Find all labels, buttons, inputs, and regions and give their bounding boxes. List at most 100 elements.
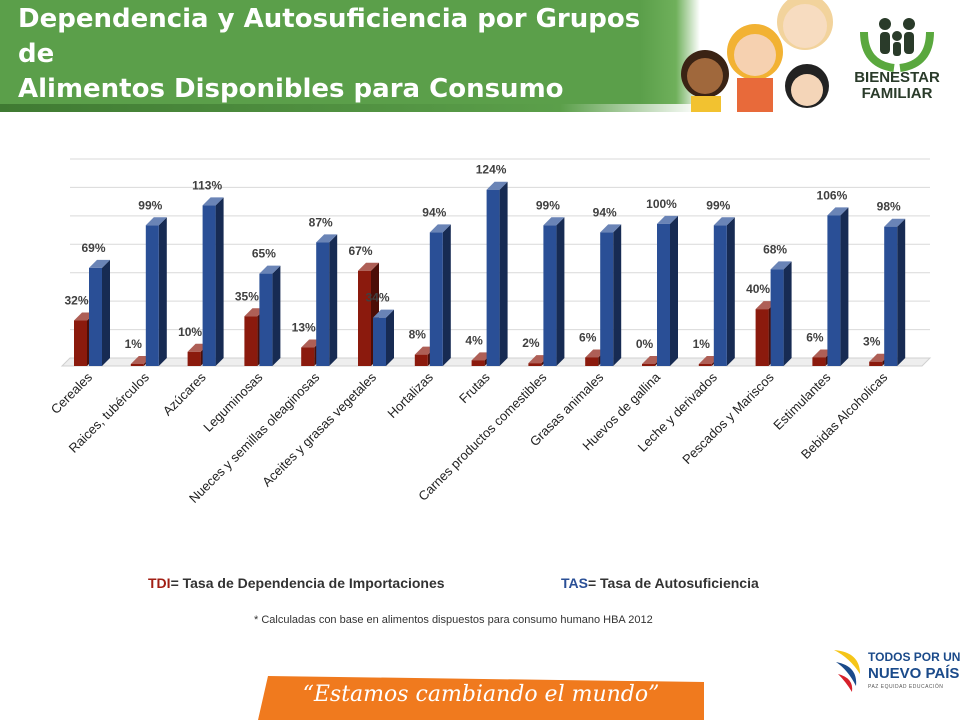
data-label-tas: 99% bbox=[706, 198, 730, 212]
bar-tas-side bbox=[783, 261, 792, 366]
data-label-tdi: 35% bbox=[235, 289, 259, 303]
data-label-tdi: 2% bbox=[522, 336, 540, 350]
bar-tdi-front bbox=[130, 364, 144, 366]
bar-tas-front bbox=[145, 225, 159, 366]
bar-tas-front bbox=[600, 232, 614, 366]
title-line-2: Alimentos Disponibles para Consumo Human… bbox=[18, 74, 564, 139]
data-label-tdi: 10% bbox=[178, 325, 202, 339]
bar-tdi-front bbox=[755, 309, 769, 366]
bar-tdi-front bbox=[74, 320, 87, 366]
colombia-flag-swoosh-icon bbox=[834, 650, 860, 692]
data-label-tdi: 6% bbox=[806, 330, 824, 344]
data-label-tdi: 1% bbox=[125, 337, 143, 351]
bar-tdi-top bbox=[358, 262, 379, 271]
data-label-tdi: 6% bbox=[579, 330, 597, 344]
data-label-tdi: 4% bbox=[465, 333, 483, 347]
page-title: Dependencia y Autosuficiencia por Grupos… bbox=[18, 2, 658, 177]
bar-tas-front bbox=[89, 267, 102, 366]
bar-tas bbox=[202, 197, 224, 366]
bar-tas-top bbox=[884, 218, 906, 227]
bar-tas bbox=[713, 217, 735, 366]
data-label-tas: 69% bbox=[81, 241, 105, 255]
bar-tdi-front bbox=[642, 364, 655, 366]
gov-logo-line-3: PAZ EQUIDAD EDUCACIÓN bbox=[868, 684, 944, 690]
bar-tdi-front bbox=[358, 270, 371, 366]
bar-tas-top bbox=[543, 217, 565, 226]
bar-tas-side bbox=[670, 215, 678, 366]
data-label-tas: 99% bbox=[536, 198, 560, 212]
data-label-tas: 98% bbox=[877, 200, 901, 214]
bar-tas-side bbox=[215, 197, 224, 366]
bar-tas-top bbox=[770, 261, 792, 270]
bar-tdi-front bbox=[698, 364, 712, 366]
bar-tas-top bbox=[429, 224, 451, 233]
data-label-tas: 99% bbox=[138, 198, 162, 212]
bar-tdi-front bbox=[585, 357, 599, 366]
bar-tdi-front bbox=[187, 351, 201, 366]
category-label: Azúcares bbox=[160, 369, 209, 418]
bar-tas-front bbox=[657, 223, 670, 366]
bar-tas-top bbox=[259, 265, 281, 274]
bar-tas-top bbox=[657, 215, 678, 224]
data-label-tdi: 40% bbox=[746, 282, 770, 296]
legend-tdi-text: = Tasa de Dependencia de Importaciones bbox=[170, 575, 445, 591]
bar-tas bbox=[429, 224, 451, 366]
category-label: Estimulantes bbox=[770, 369, 834, 433]
data-label-tas: 100% bbox=[646, 197, 677, 211]
title-line-1: Dependencia y Autosuficiencia por Grupos… bbox=[18, 4, 641, 69]
category-label: Hortalizas bbox=[384, 369, 436, 421]
bar-tas-front bbox=[770, 269, 784, 366]
children-illustration bbox=[681, 0, 833, 112]
family-hands-icon bbox=[860, 18, 934, 72]
category-label: Frutas bbox=[456, 369, 493, 406]
bar-tas-front bbox=[486, 189, 500, 366]
bar-tas bbox=[543, 217, 565, 366]
bar-tas-front bbox=[202, 205, 216, 366]
bar-tas-side bbox=[102, 259, 110, 366]
bar-tas bbox=[89, 259, 110, 366]
bar-tas-front bbox=[429, 232, 443, 366]
gov-logo-line-1: TODOS POR UN bbox=[868, 650, 960, 664]
data-label-tas: 65% bbox=[252, 247, 276, 261]
bar-tas-side bbox=[726, 217, 735, 366]
todos-por-un-nuevo-pais-logo: TODOS POR UN NUEVO PAÍS PAZ EQUIDAD EDUC… bbox=[830, 644, 960, 694]
bar-tas-front bbox=[259, 273, 273, 366]
bar-tas bbox=[657, 215, 678, 366]
bar-tas-front bbox=[373, 317, 386, 366]
bar-tas-side bbox=[272, 265, 281, 366]
gov-logo-line-2: NUEVO PAÍS bbox=[868, 665, 960, 682]
bar-tas bbox=[316, 234, 338, 366]
bar-tas-top bbox=[373, 309, 394, 318]
bar-tdi-front bbox=[528, 363, 542, 366]
bar-tas-side bbox=[840, 207, 849, 366]
bar-tdi-front bbox=[301, 347, 315, 366]
data-label-tas: 68% bbox=[763, 242, 787, 256]
bar-tas-front bbox=[316, 242, 330, 366]
bar-tas-side bbox=[329, 234, 338, 366]
bar-tdi-front bbox=[414, 354, 428, 366]
legend-tdi: TDI= Tasa de Dependencia de Importacione… bbox=[148, 575, 445, 591]
bar-tdi-front bbox=[869, 361, 883, 366]
data-label-tas: 87% bbox=[309, 215, 333, 229]
bar-tas-side bbox=[386, 309, 394, 366]
slogan-banner: “Estamos cambiando el mundo” bbox=[258, 676, 704, 720]
bar-tas-side bbox=[499, 181, 508, 366]
bar-tdi-front bbox=[812, 357, 826, 366]
data-label-tdi: 32% bbox=[64, 294, 88, 308]
bar-tas-side bbox=[158, 217, 167, 366]
bar-tas bbox=[884, 218, 906, 366]
bar-tas bbox=[145, 217, 167, 366]
logo-line-1: BIENESTAR bbox=[854, 69, 940, 86]
bar-tas-front bbox=[713, 225, 727, 366]
bar-tas-front bbox=[884, 226, 898, 366]
bar-tas-side bbox=[556, 217, 565, 366]
bar-tas-top bbox=[486, 181, 508, 190]
bar-tas-front bbox=[827, 215, 841, 366]
bar-tas bbox=[373, 309, 394, 366]
slogan-text: “Estamos cambiando el mundo” bbox=[302, 682, 660, 707]
bar-tas bbox=[259, 265, 281, 366]
data-label-tas: 113% bbox=[192, 178, 222, 192]
header: Dependencia y Autosuficiencia por Grupos… bbox=[0, 0, 960, 174]
category-label: Cereales bbox=[48, 369, 96, 417]
